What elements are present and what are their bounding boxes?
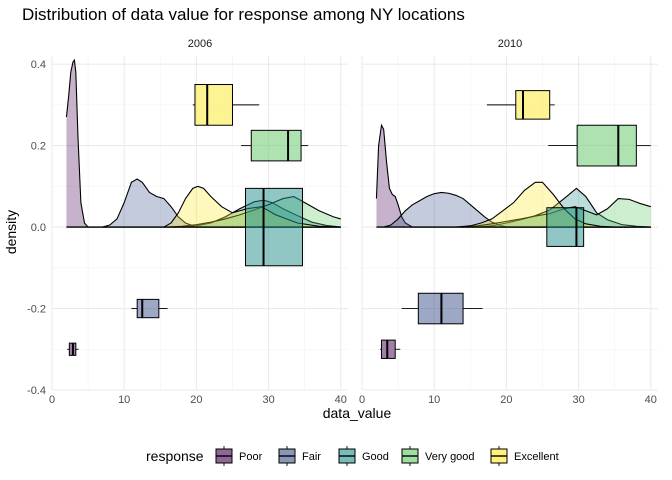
box xyxy=(576,124,637,167)
x-tick-label: 0 xyxy=(359,394,365,406)
density-area-excellent xyxy=(455,182,630,228)
legend: response Poor Fair Good Very good Excellent xyxy=(146,445,559,467)
y-tick-label: -0.4 xyxy=(27,385,46,397)
x-tick-label: 40 xyxy=(645,394,657,406)
legend-label: Poor xyxy=(239,451,263,463)
boxplot-poor xyxy=(380,339,401,359)
legend-item-very-good: Very good xyxy=(400,445,475,467)
boxplot-very-good xyxy=(241,129,309,162)
y-tick-label: 0.0 xyxy=(31,222,46,234)
density-line-poor xyxy=(65,58,341,228)
legend-item-good: Good xyxy=(337,445,389,467)
x-tick-label: 20 xyxy=(500,394,512,406)
x-tick-label: 10 xyxy=(118,394,130,406)
y-tick-label: 0.4 xyxy=(31,59,46,71)
box xyxy=(244,187,304,267)
legend-item-excellent: Excellent xyxy=(489,445,559,467)
boxplot-good xyxy=(243,187,305,267)
legend-item-fair: Fair xyxy=(277,445,321,467)
density-area-fair xyxy=(383,192,651,228)
x-tick-label: 30 xyxy=(262,394,274,406)
box xyxy=(194,84,233,126)
legend-title: response xyxy=(146,448,204,464)
density-line-good xyxy=(477,187,651,228)
boxplot-good xyxy=(546,207,585,247)
box xyxy=(546,207,585,247)
chart-panels: 2006 0 10 20 30 40 0.4 0.2 0.0 -0.2 -0.4 2010 0 10 20 3… xyxy=(27,38,658,406)
x-tick-label: 20 xyxy=(190,394,202,406)
x-tick-label: 0 xyxy=(49,394,55,406)
x-tick-label: 40 xyxy=(335,394,347,406)
box xyxy=(136,298,160,319)
panel-2010: 2010 0 10 20 30 40 xyxy=(359,38,658,406)
legend-label: Fair xyxy=(302,451,321,463)
x-axis-title: data_value xyxy=(323,405,392,421)
y-axis-title: density xyxy=(3,210,19,254)
density-line-excellent xyxy=(455,181,630,228)
y-tick-label: 0.2 xyxy=(31,141,46,153)
boxplot-fair xyxy=(401,292,483,325)
x-tick-label: 30 xyxy=(572,394,584,406)
density-line-fair xyxy=(102,178,341,228)
legend-label: Excellent xyxy=(514,451,559,463)
density-line-fair xyxy=(383,191,651,228)
boxplot-poor xyxy=(67,342,79,356)
x-tick-label: 10 xyxy=(428,394,440,406)
density-line-poor xyxy=(375,123,651,228)
box xyxy=(380,339,396,359)
legend-label: Very good xyxy=(425,451,475,463)
boxplot-excellent xyxy=(192,84,260,126)
density-area-excellent xyxy=(163,186,341,228)
boxplot-excellent xyxy=(486,90,555,120)
box xyxy=(515,90,551,120)
density-area-fair xyxy=(102,179,341,228)
strip-label: 2006 xyxy=(188,38,212,50)
strip-label: 2010 xyxy=(498,38,522,50)
boxplot-very-good xyxy=(548,124,651,167)
y-tick-label: -0.2 xyxy=(27,304,46,316)
panel-2006: 2006 0 10 20 30 40 0.4 0.2 0.0 -0.2 -0.4 xyxy=(27,38,348,406)
box xyxy=(250,129,302,162)
chart-title: Distribution of data value for response … xyxy=(22,5,465,24)
boxplot-fair xyxy=(131,298,168,319)
legend-item-poor: Poor xyxy=(214,445,263,467)
legend-label: Good xyxy=(362,451,389,463)
